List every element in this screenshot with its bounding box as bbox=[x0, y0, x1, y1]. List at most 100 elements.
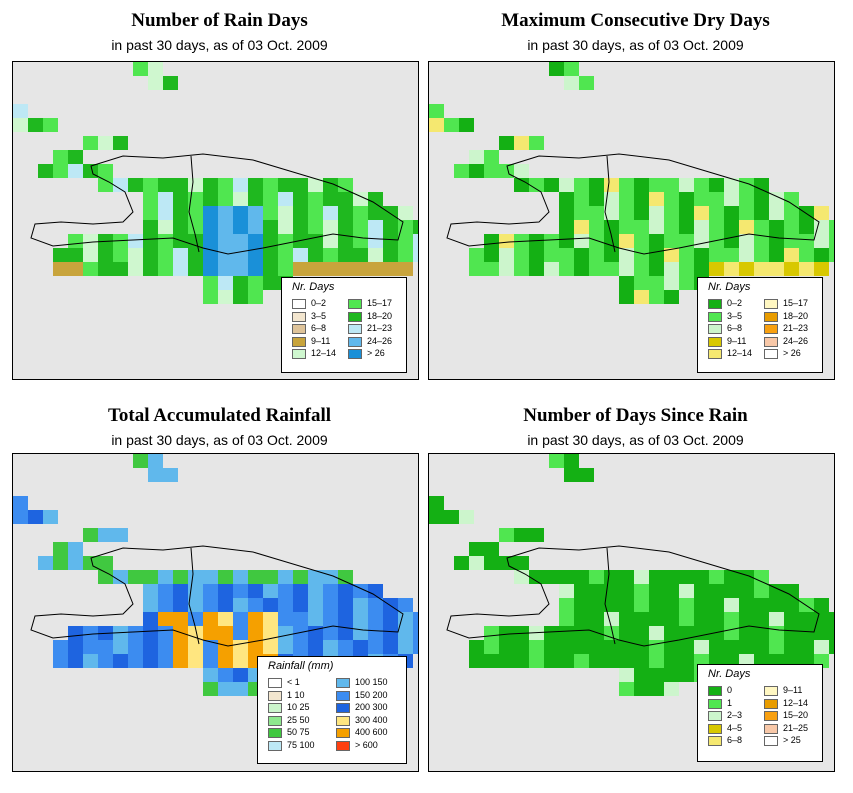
grid-cell bbox=[203, 612, 218, 626]
grid-cell bbox=[559, 626, 574, 640]
grid-cell bbox=[604, 640, 619, 654]
grid-cell bbox=[203, 598, 218, 612]
grid-cell bbox=[589, 640, 604, 654]
grid-cell bbox=[664, 570, 679, 584]
grid-cell bbox=[323, 206, 338, 220]
grid-cell bbox=[308, 248, 323, 262]
grid-cell bbox=[484, 234, 499, 248]
grid-cell bbox=[514, 654, 529, 668]
map-legend: Rainfall (mm) < 1 1 10 10 25 25 50 50 75 75 1… bbox=[257, 656, 407, 764]
grid-cell bbox=[649, 290, 664, 304]
grid-cell bbox=[113, 528, 128, 542]
grid-cell bbox=[293, 584, 308, 598]
panel-title: Number of Rain Days bbox=[131, 10, 308, 31]
grid-cell bbox=[514, 640, 529, 654]
grid-cell bbox=[769, 584, 784, 598]
grid-cell bbox=[323, 598, 338, 612]
grid-cell bbox=[649, 682, 664, 696]
grid-cell bbox=[429, 496, 444, 510]
grid-cell bbox=[469, 262, 484, 276]
legend-swatch bbox=[292, 324, 306, 334]
panel-subtitle: in past 30 days, as of 03 Oct. 2009 bbox=[527, 37, 744, 53]
grid-cell bbox=[53, 640, 68, 654]
grid-cell bbox=[338, 626, 353, 640]
grid-cell bbox=[98, 248, 113, 262]
grid-cell bbox=[619, 640, 634, 654]
grid-cell bbox=[173, 206, 188, 220]
legend-swatch bbox=[708, 324, 722, 334]
legend-title: Rainfall (mm) bbox=[268, 660, 334, 672]
legend-label: 10 25 bbox=[287, 702, 310, 712]
coastline bbox=[446, 153, 820, 255]
legend-label: 12–14 bbox=[727, 348, 753, 358]
legend-swatch bbox=[764, 349, 778, 359]
grid-cell bbox=[574, 192, 589, 206]
grid-cell bbox=[634, 612, 649, 626]
grid-cell bbox=[413, 220, 418, 234]
legend-label: 0–2 bbox=[311, 298, 327, 308]
grid-cell bbox=[308, 262, 323, 276]
grid-cell bbox=[679, 206, 694, 220]
grid-cell bbox=[679, 626, 694, 640]
grid-cell bbox=[589, 248, 604, 262]
grid-cell bbox=[173, 640, 188, 654]
grid-cell bbox=[454, 556, 469, 570]
coastline bbox=[446, 545, 820, 647]
grid-cell bbox=[694, 640, 709, 654]
grid-cell bbox=[829, 234, 834, 248]
grid-cell bbox=[514, 136, 529, 150]
grid-cell bbox=[574, 612, 589, 626]
grid-cell bbox=[799, 206, 814, 220]
grid-cell bbox=[739, 234, 754, 248]
grid-cell bbox=[709, 584, 724, 598]
grid-cell bbox=[549, 454, 564, 468]
grid-cell bbox=[814, 262, 829, 276]
grid-cell bbox=[233, 276, 248, 290]
grid-cell bbox=[353, 262, 368, 276]
legend-label: 21–23 bbox=[783, 323, 809, 333]
grid-cell bbox=[233, 640, 248, 654]
grid-cell bbox=[158, 612, 173, 626]
grid-cell bbox=[619, 654, 634, 668]
legend-swatch bbox=[268, 703, 282, 713]
grid-cell bbox=[398, 626, 413, 640]
grid-cell bbox=[308, 178, 323, 192]
grid-cell bbox=[784, 598, 799, 612]
grid-cell bbox=[173, 192, 188, 206]
grid-cell bbox=[499, 654, 514, 668]
grid-cell bbox=[308, 612, 323, 626]
grid-cell bbox=[799, 248, 814, 262]
grid-cell bbox=[694, 598, 709, 612]
legend-label: 400 600 bbox=[355, 727, 388, 737]
grid-cell bbox=[754, 612, 769, 626]
grid-cell bbox=[514, 248, 529, 262]
grid-cell bbox=[293, 598, 308, 612]
grid-cell bbox=[754, 262, 769, 276]
grid-cell bbox=[499, 626, 514, 640]
grid-cell bbox=[574, 640, 589, 654]
grid-cell bbox=[248, 612, 263, 626]
legend-swatch bbox=[708, 311, 722, 322]
legend-label: 75 100 bbox=[287, 739, 315, 750]
grid-cell bbox=[128, 178, 143, 192]
grid-cell bbox=[514, 178, 529, 192]
grid-cell bbox=[709, 612, 724, 626]
grid-cell bbox=[739, 570, 754, 584]
grid-cell bbox=[68, 542, 83, 556]
grid-cell bbox=[679, 220, 694, 234]
grid-cell bbox=[113, 654, 128, 668]
grid-cell bbox=[589, 570, 604, 584]
grid-cell bbox=[679, 276, 694, 290]
grid-cell bbox=[413, 612, 418, 626]
grid-cell bbox=[128, 570, 143, 584]
grid-cell bbox=[799, 220, 814, 234]
legend-label: 150 200 bbox=[355, 689, 388, 700]
grid-cell bbox=[368, 584, 383, 598]
grid-cell bbox=[739, 598, 754, 612]
grid-cell bbox=[649, 178, 664, 192]
grid-cell bbox=[724, 262, 739, 276]
grid-cell bbox=[233, 290, 248, 304]
grid-cell bbox=[664, 206, 679, 220]
grid-cell bbox=[383, 234, 398, 248]
grid-cell bbox=[83, 528, 98, 542]
